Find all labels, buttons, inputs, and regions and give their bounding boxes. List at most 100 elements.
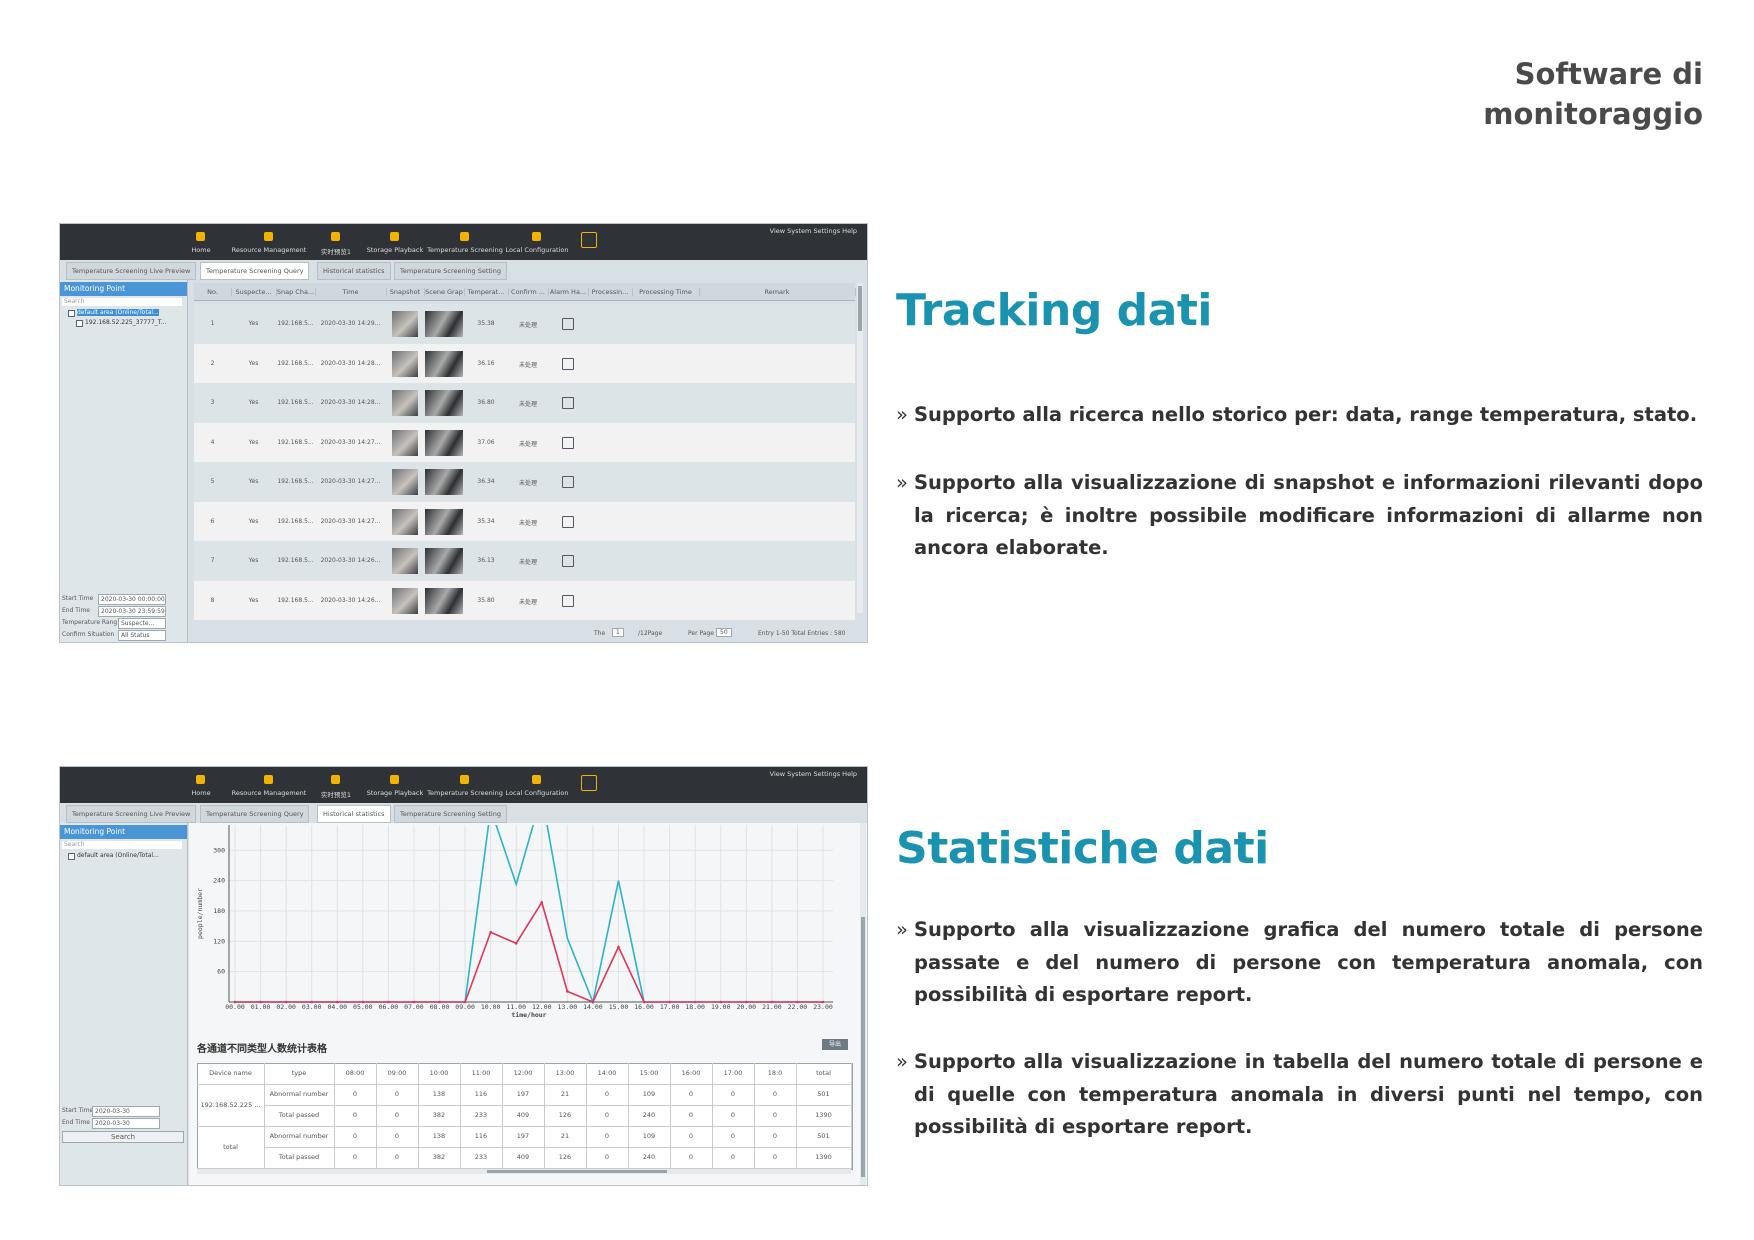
tab[interactable]: Temperature Screening Setting [394,805,507,823]
snapshot[interactable] [392,311,418,337]
table-cell: 5 [210,478,215,485]
tree-check[interactable] [68,853,75,860]
tab[interactable]: Temperature Screening Setting [394,262,507,280]
nav-icon[interactable] [196,775,205,784]
search-box[interactable]: Search [62,841,182,849]
search-button[interactable]: Search [62,1131,184,1143]
tree-check[interactable] [76,320,83,327]
nav-icon[interactable] [264,775,273,784]
nav-icon[interactable] [390,232,399,241]
side-panel: Monitoring Point Search default area (Onli… [60,823,188,1185]
column-header: Alarm Ha... [548,288,589,296]
nav-icon[interactable] [331,232,340,241]
tree-node[interactable]: default area (Online/Total... [77,309,159,316]
tab[interactable]: Temperature Screening Query [200,262,310,280]
nav-item[interactable]: Local Configuration [505,246,569,254]
filter-field[interactable]: Suspecte... [118,618,166,629]
snapshot[interactable] [392,548,418,574]
scene-image[interactable] [425,469,463,495]
table-row[interactable] [194,304,855,344]
nav-item[interactable]: Home [191,789,211,797]
tab[interactable]: Historical statistics [317,805,391,823]
nav-icon[interactable] [460,232,469,241]
alarm-handle-icon[interactable] [562,476,574,488]
scene-image[interactable] [425,548,463,574]
scene-image[interactable] [425,508,463,535]
snapshot[interactable] [392,587,418,614]
nav-item[interactable]: Storage Playback [366,789,424,797]
snapshot[interactable] [392,350,418,377]
nav-icon[interactable] [390,775,399,784]
table-row[interactable] [194,501,855,541]
table-cell: Yes [248,399,259,406]
add-button[interactable] [581,232,597,248]
tree-node[interactable]: default area (Online/Total... [77,852,159,859]
alarm-handle-icon[interactable] [562,594,574,607]
h-scroll-thumb[interactable] [487,1170,667,1173]
table-cell: 0 [712,1126,755,1148]
nav-item[interactable]: Local Configuration [505,789,569,797]
filter-field[interactable]: 2020-03-30 23:59:59 [98,606,166,617]
table-row[interactable] [194,383,855,423]
table-row[interactable] [194,422,855,462]
column-header: Remark [699,288,856,296]
filter-field[interactable]: 2020-03-30 00:00:00 [98,594,166,605]
tree-node[interactable]: 192.168.52.225_37777_T... [85,319,167,326]
nav-item[interactable]: Home [191,246,211,254]
tab[interactable]: Temperature Screening Query [200,805,310,823]
filter-field[interactable]: 2020-03-30 [92,1106,160,1117]
snapshot[interactable] [392,390,418,416]
alarm-handle-icon[interactable] [562,357,574,370]
nav-icon[interactable] [264,232,273,241]
nav-item[interactable]: Temperature Screening [427,246,503,254]
nav-icon[interactable] [460,775,469,784]
tab[interactable]: Historical statistics [317,262,391,280]
snapshot[interactable] [392,508,418,535]
nav-icon[interactable] [532,775,541,784]
x-tick-label: 23.00 [813,1003,833,1011]
alarm-handle-icon[interactable] [562,555,574,567]
nav-item[interactable]: Resource Management [231,789,307,797]
search-box[interactable]: Search [62,298,182,306]
table-cell: 197 [502,1084,545,1106]
nav-item[interactable]: 实时预览1 [320,791,352,799]
pager-item[interactable]: 50 [716,628,732,637]
top-bar [60,767,867,803]
scene-image[interactable] [425,587,463,614]
alarm-handle-icon[interactable] [562,515,574,528]
tree-check[interactable] [68,310,75,317]
nav-item[interactable]: Storage Playback [366,246,424,254]
nav-icon[interactable] [532,232,541,241]
table-row[interactable] [194,462,855,502]
filter-field[interactable]: All Status [118,630,166,641]
scene-image[interactable] [425,350,463,377]
v-scroll-thumb[interactable] [861,917,865,1177]
add-button[interactable] [581,775,597,791]
window-menu[interactable]: View System Settings Help [769,770,857,778]
nav-item[interactable]: Resource Management [231,246,307,254]
table-row[interactable] [194,541,855,581]
export-button[interactable]: 导出 [822,1039,848,1050]
nav-item[interactable]: Temperature Screening [427,789,503,797]
alarm-handle-icon[interactable] [562,397,574,409]
nav-item[interactable]: 实时预览1 [320,248,352,256]
scene-image[interactable] [425,390,463,416]
scroll-thumb[interactable] [858,286,862,331]
snapshot[interactable] [392,429,418,456]
scene-image[interactable] [425,429,463,456]
tab[interactable]: Temperature Screening Live Preview [66,262,197,280]
table-row[interactable] [194,580,855,620]
filter-field[interactable]: 2020-03-30 [92,1118,160,1129]
snapshot[interactable] [392,469,418,495]
nav-icon[interactable] [196,232,205,241]
tab[interactable]: Temperature Screening Live Preview [66,805,197,823]
nav-icon[interactable] [331,775,340,784]
data-point [796,1000,799,1004]
table-row[interactable] [194,343,855,383]
scene-image[interactable] [425,311,463,337]
alarm-handle-icon[interactable] [562,318,574,330]
pager-item[interactable]: 1 [612,628,624,637]
filter-label: Start Time [62,595,94,602]
alarm-handle-icon[interactable] [562,436,574,449]
window-menu[interactable]: View System Settings Help [769,227,857,235]
